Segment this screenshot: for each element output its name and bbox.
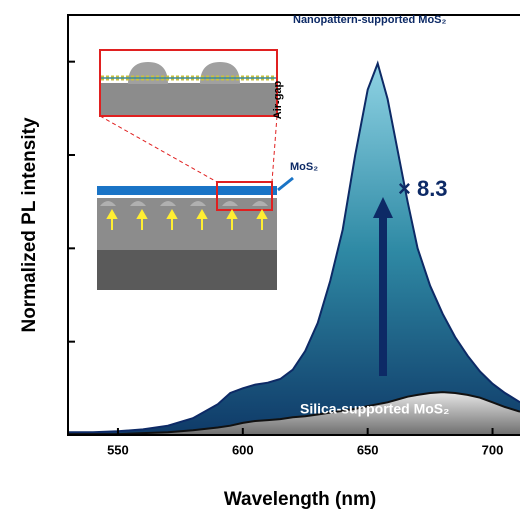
x-tick-label: 650 bbox=[357, 442, 379, 457]
area bbox=[68, 392, 520, 435]
x-tick-label: 550 bbox=[107, 442, 129, 457]
legend-label: Nanopattern-supported MoS₂ bbox=[293, 14, 446, 26]
x-axis-label: Wavelength (nm) bbox=[224, 489, 376, 510]
plot-frame bbox=[67, 14, 520, 436]
line bbox=[68, 391, 520, 436]
x-tick-label: 600 bbox=[232, 442, 254, 457]
mos2-label: MoS₂ bbox=[290, 161, 318, 173]
legend-label: Silica-supported MoS₂ bbox=[300, 401, 449, 417]
air-gap-label: Air-gap bbox=[272, 80, 284, 119]
ratio-annotation: × 8.3 bbox=[398, 176, 448, 201]
line bbox=[68, 60, 520, 434]
y-axis-label: Normalized PL intensity bbox=[19, 117, 40, 332]
arrow-head bbox=[373, 197, 393, 218]
x-tick-label: 700 bbox=[482, 442, 504, 457]
inset-schematic bbox=[97, 49, 294, 290]
area bbox=[68, 63, 520, 435]
